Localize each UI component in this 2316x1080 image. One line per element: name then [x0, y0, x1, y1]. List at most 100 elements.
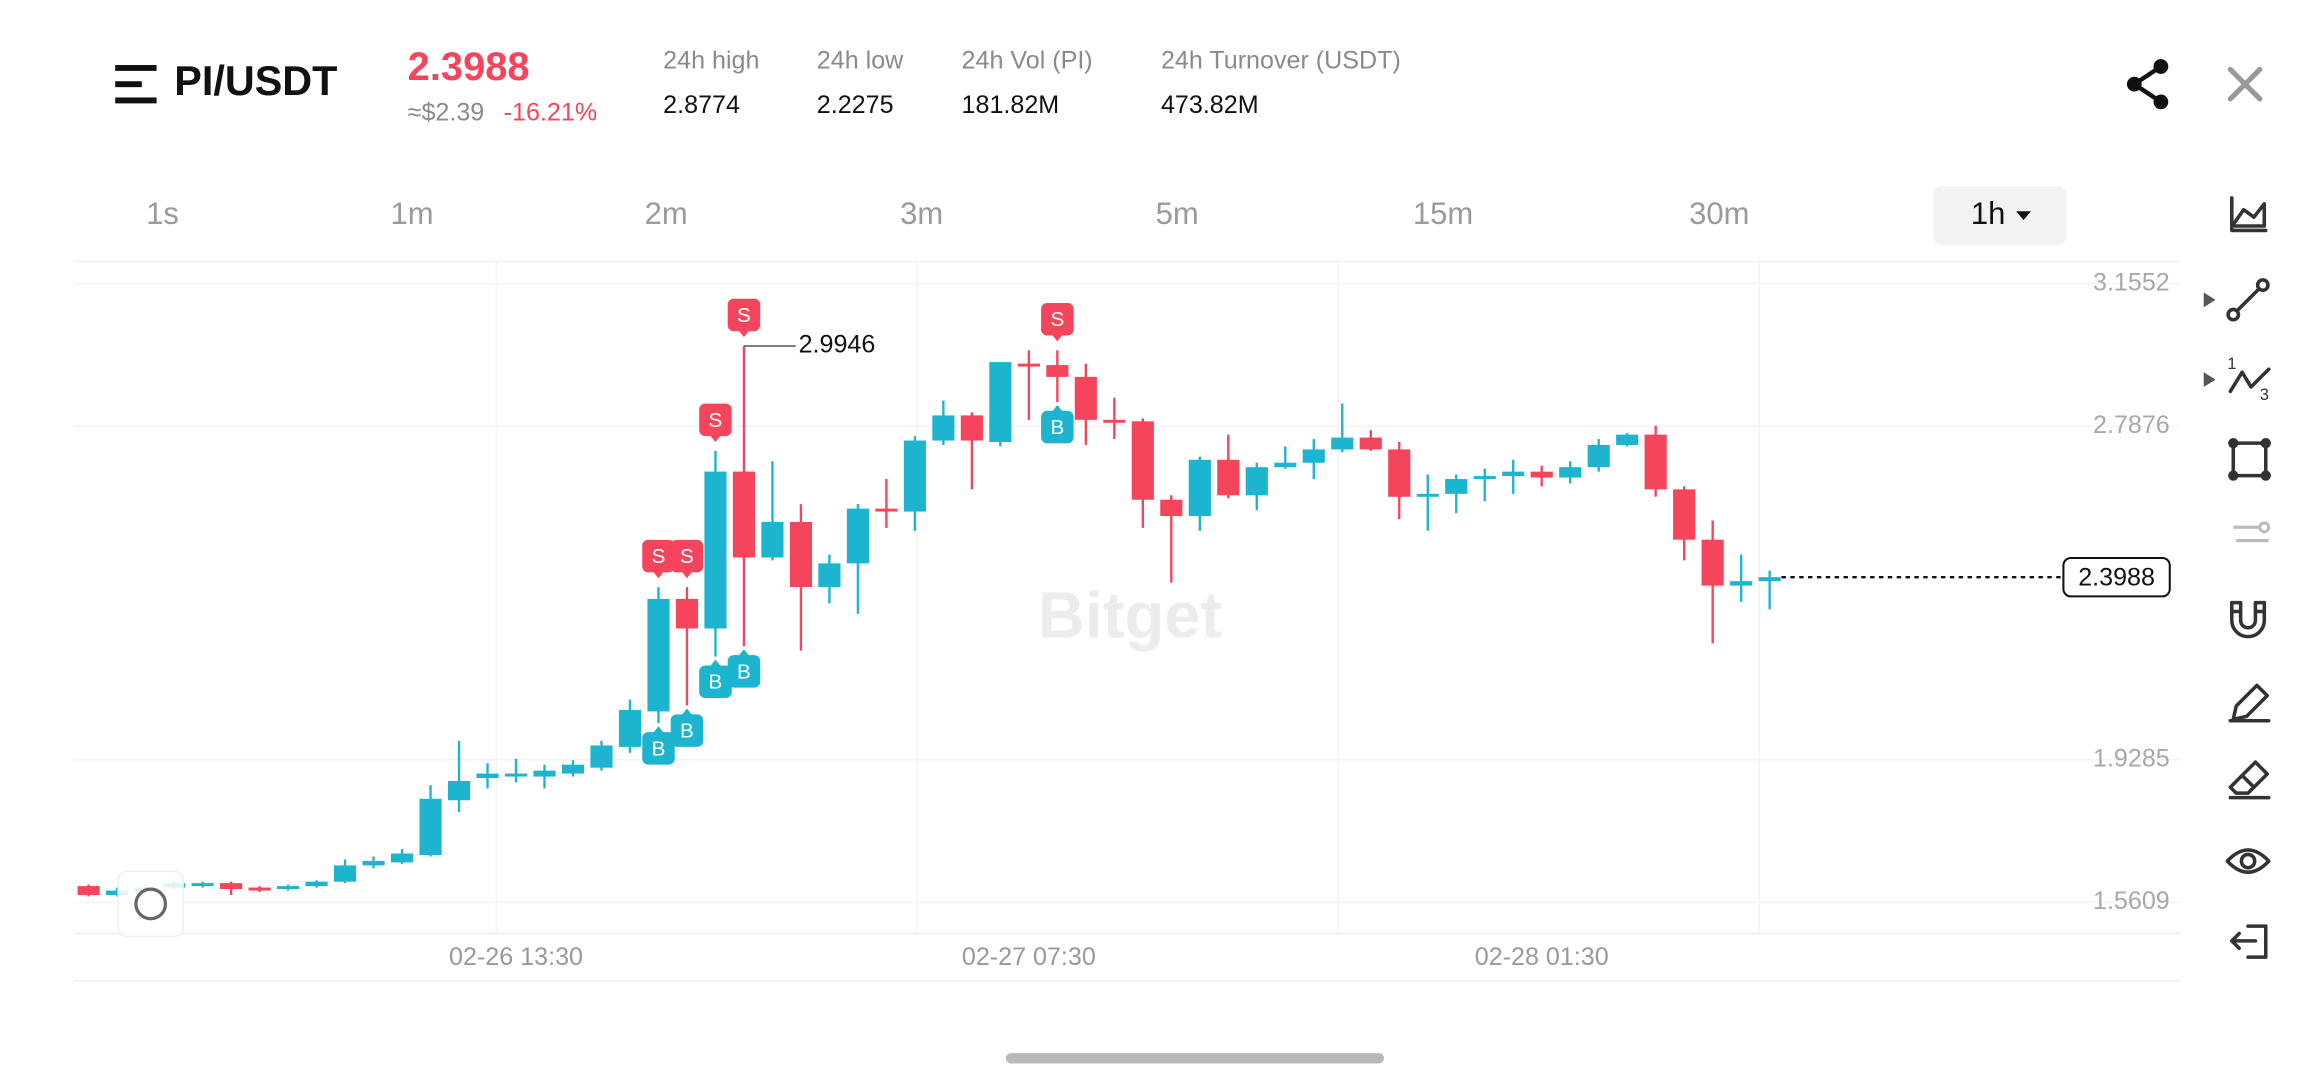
- candle-body: [1502, 471, 1525, 477]
- candle-body: [903, 440, 926, 512]
- candle-body: [647, 598, 670, 712]
- change: -16.21%: [504, 98, 597, 126]
- stat-label: 24h Turnover (USDT): [1161, 47, 1401, 75]
- signal-badge: [727, 298, 761, 332]
- signal-badge: [727, 655, 761, 688]
- candle-body: [305, 881, 328, 887]
- signal-pointer: [738, 329, 750, 338]
- signal-badge: [642, 732, 675, 765]
- eraser-icon[interactable]: [2228, 760, 2271, 800]
- signal-badge: [699, 403, 732, 437]
- candle-body: [761, 521, 784, 558]
- stat-value: 2.8774: [663, 91, 740, 119]
- candle-body: [220, 883, 243, 890]
- share-icon[interactable]: [2126, 59, 2169, 110]
- magnet-icon[interactable]: [2230, 600, 2267, 639]
- svg-text:1: 1: [2227, 355, 2236, 373]
- candle-body: [333, 865, 357, 882]
- candle-body: [1017, 363, 1040, 367]
- signal-label: B: [1050, 416, 1064, 439]
- interval-tab[interactable]: 2m: [645, 196, 688, 231]
- candle-body: [846, 508, 869, 564]
- candle-body: [1559, 467, 1582, 478]
- chart-frame: [73, 260, 2181, 982]
- candle-body: [561, 764, 585, 774]
- close-icon[interactable]: [2227, 66, 2263, 102]
- signal-label: B: [709, 671, 723, 694]
- candle-body: [1103, 419, 1126, 423]
- toolbar: 13: [2203, 196, 2271, 959]
- watermark: Bitget: [1038, 579, 1222, 652]
- max-label: 2.9946: [799, 331, 876, 359]
- candle-body: [447, 780, 471, 801]
- signal-label: S: [709, 409, 723, 432]
- last-price-label: 2.3988: [2078, 563, 2155, 591]
- candle-body: [1046, 365, 1069, 377]
- interval-tab[interactable]: 1m: [391, 196, 434, 231]
- candle-body: [248, 887, 271, 891]
- signal-pointer: [738, 649, 750, 657]
- candle-body: [1245, 467, 1268, 496]
- candle-body: [1416, 493, 1439, 497]
- chart-type-icon[interactable]: [2230, 196, 2268, 233]
- interval-tab[interactable]: 3m: [900, 196, 943, 231]
- fib-tool-icon[interactable]: 13: [2203, 355, 2271, 404]
- last-price-box: [2062, 556, 2171, 598]
- signal-label: B: [652, 737, 666, 760]
- candle-body: [191, 883, 214, 887]
- interval-tab[interactable]: 30m: [1689, 196, 1749, 231]
- signal-pointer: [681, 570, 693, 579]
- candle-body: [1530, 471, 1553, 478]
- eye-icon[interactable]: [2225, 848, 2271, 874]
- signal-pointer: [652, 570, 665, 579]
- usd-price: ≈$2.39: [408, 98, 485, 126]
- home-indicator: [1005, 1053, 1384, 1064]
- candle-body: [932, 415, 955, 441]
- interval-tab[interactable]: 5m: [1156, 196, 1199, 231]
- candle-body: [1445, 479, 1468, 494]
- signal-badge: [642, 539, 675, 573]
- pair[interactable]: PI/USDT: [174, 58, 337, 104]
- signal-badge: [670, 539, 704, 573]
- candle-body: [106, 890, 129, 895]
- pencil-icon[interactable]: [2228, 683, 2271, 723]
- dropdown-caret: [2016, 211, 2031, 221]
- interval-tab[interactable]: 15m: [1413, 196, 1473, 231]
- indicator-icon[interactable]: [2233, 521, 2271, 543]
- candle-body: [989, 362, 1012, 443]
- candle-body: [476, 773, 499, 779]
- signal-label: S: [652, 545, 666, 568]
- signal-badge: [670, 714, 704, 747]
- candle-body: [1673, 489, 1696, 540]
- candle-body: [419, 798, 442, 856]
- exit-icon[interactable]: [2230, 924, 2268, 959]
- candle-body: [1302, 449, 1325, 463]
- candle-body: [732, 471, 756, 558]
- interval-tab[interactable]: 1s: [146, 196, 179, 231]
- y-tick-label: 1.9285: [2093, 744, 2170, 772]
- stat-label: 24h low: [817, 47, 904, 75]
- candle-body: [789, 521, 813, 588]
- interval-tabs: 1s 1m 2m 3m 5m 15m 30m 1h: [146, 186, 2067, 246]
- candles: 3.1552 2.7876 1.9285 1.5609 02-26 13:30 02-27…: [73, 268, 2181, 971]
- shape-tool-icon[interactable]: [2228, 437, 2271, 481]
- candle-body: [1587, 444, 1610, 468]
- signal-badge: [1041, 410, 1074, 444]
- stat-label: 24h high: [663, 47, 759, 75]
- y-tick-label: 3.1552: [2093, 268, 2170, 296]
- candle-body: [818, 563, 841, 588]
- signal-label: S: [680, 545, 694, 568]
- candle-body: [675, 598, 699, 629]
- price: 2.3988: [408, 45, 530, 89]
- menu-icon[interactable]: [115, 64, 157, 104]
- line-tool-icon[interactable]: [2203, 278, 2270, 322]
- reset-button[interactable]: [117, 870, 184, 938]
- x-tick-label: 02-27 07:30: [962, 943, 1096, 971]
- candle-body: [1160, 499, 1183, 517]
- signal-badge: [699, 665, 732, 698]
- stat-value: 181.82M: [962, 91, 1060, 119]
- candle-body: [1616, 434, 1639, 445]
- candle-body: [1730, 581, 1753, 586]
- interval-tab[interactable]: 1h: [1971, 196, 2005, 231]
